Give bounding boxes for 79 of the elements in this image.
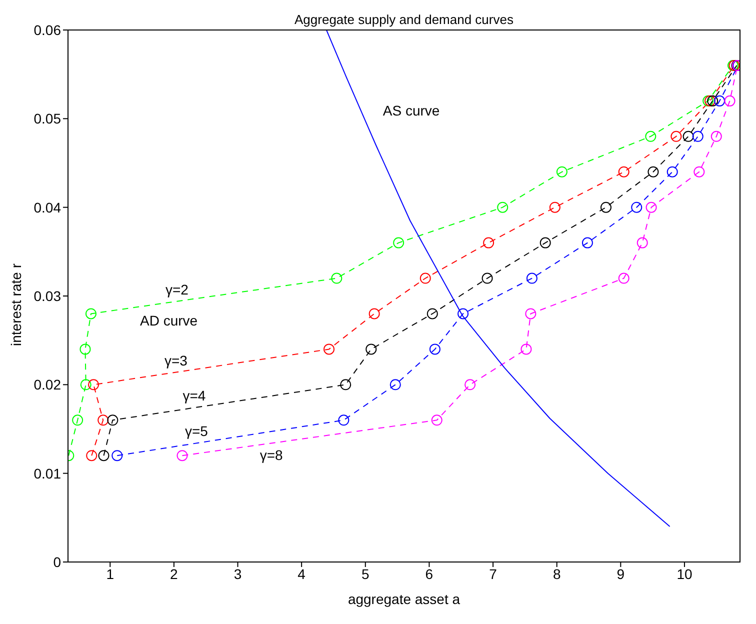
x-tick-label: 4 [298, 566, 306, 582]
x-tick-label: 1 [106, 566, 114, 582]
point [618, 272, 630, 284]
series-label: γ=8 [260, 447, 284, 464]
point [393, 237, 404, 248]
point [72, 414, 84, 426]
y-tick-label: 0 [53, 554, 62, 570]
chart-title: Aggregate supply and demand curves [294, 12, 514, 27]
annotation: AD curve [140, 312, 198, 328]
point [88, 379, 100, 390]
point [682, 130, 694, 142]
point [556, 166, 568, 178]
point [694, 166, 705, 178]
point [692, 130, 704, 142]
x-tick-label: 10 [676, 566, 692, 582]
x-tick-label: 7 [489, 566, 498, 582]
y-tick-label: 0.02 [34, 376, 62, 393]
point [464, 379, 476, 390]
series-label: γ=4 [182, 388, 206, 404]
y-axis-title: interest rate r [8, 263, 24, 346]
point [648, 166, 659, 178]
point [107, 414, 118, 426]
point [112, 450, 123, 462]
point [526, 272, 538, 284]
point [98, 450, 110, 462]
point [420, 272, 431, 284]
point [631, 202, 642, 213]
point [338, 414, 350, 426]
x-tick-label: 6 [425, 566, 434, 582]
point [426, 308, 438, 320]
point [340, 379, 352, 390]
point [80, 344, 91, 355]
x-tick-label: 9 [616, 566, 625, 582]
x-tick-label: 3 [234, 566, 242, 582]
point [331, 272, 342, 284]
point [582, 237, 593, 248]
y-tick-label: 0.05 [34, 110, 62, 127]
point [431, 414, 442, 426]
point [482, 272, 493, 284]
point [458, 308, 469, 320]
point [525, 308, 536, 320]
point [540, 237, 551, 248]
x-tick-label: 8 [552, 566, 561, 582]
point [390, 379, 401, 390]
point [714, 95, 726, 106]
point [176, 450, 188, 462]
point [549, 202, 560, 213]
point [600, 202, 612, 213]
point [368, 308, 380, 320]
y-tick-label: 0.01 [34, 465, 62, 482]
point [710, 130, 722, 142]
x-tick-label: 5 [361, 566, 370, 582]
point [707, 95, 718, 106]
series-label: AS curve [382, 102, 440, 119]
point [497, 202, 508, 213]
series-label: γ=3 [164, 352, 188, 368]
point [98, 414, 109, 426]
point [520, 344, 532, 355]
y-tick-label: 0.06 [34, 22, 62, 38]
point [483, 237, 494, 248]
x-tick-label: 2 [170, 566, 178, 582]
point [646, 202, 657, 213]
y-tick-label: 0.04 [34, 199, 62, 216]
point [80, 379, 92, 390]
point [86, 450, 98, 462]
point [666, 166, 678, 178]
point [618, 166, 630, 178]
series-label: γ=5 [184, 423, 208, 440]
point [670, 130, 682, 142]
point [85, 308, 96, 320]
point [324, 344, 335, 355]
series-label: γ=2 [165, 281, 189, 298]
y-tick-label: 0.03 [34, 288, 62, 304]
point [366, 344, 377, 355]
x-axis-title: aggregate asset a [348, 591, 460, 607]
point [429, 344, 440, 355]
point [724, 95, 736, 106]
point [645, 130, 656, 142]
point [636, 237, 648, 248]
